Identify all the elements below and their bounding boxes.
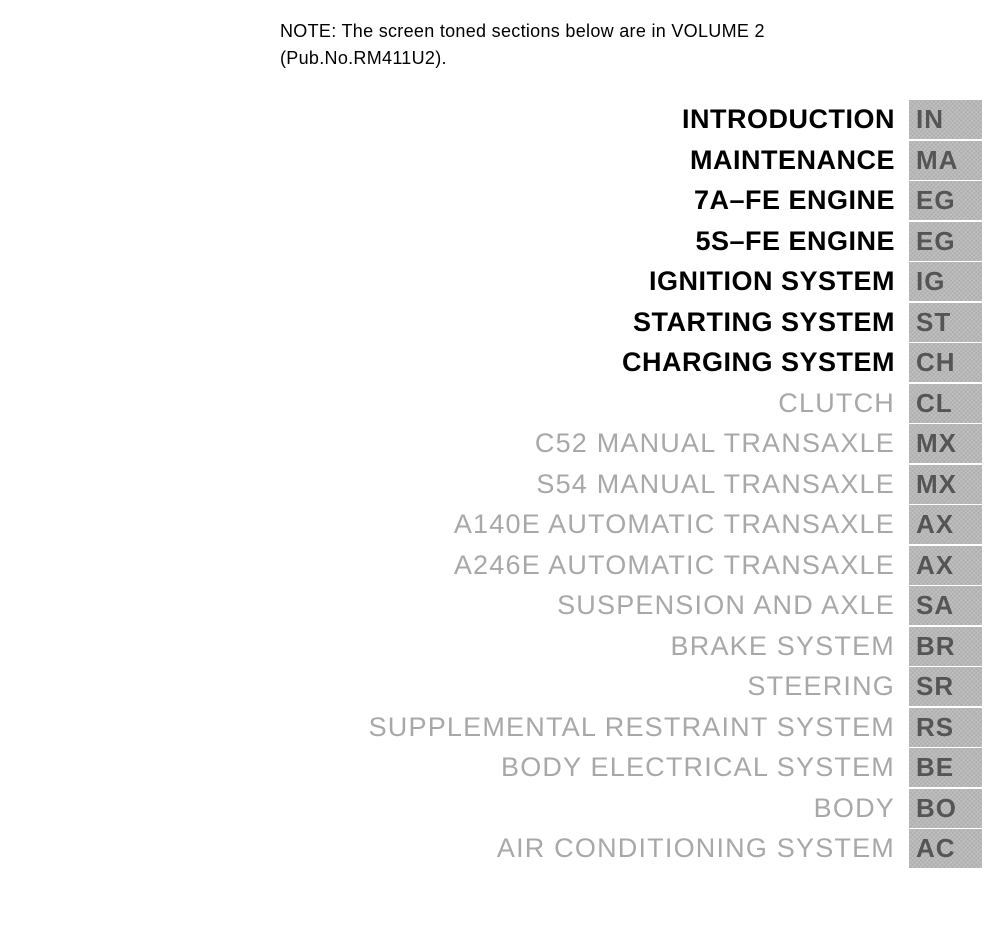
note-line-1: NOTE: The screen toned sections below ar… bbox=[280, 18, 840, 45]
toc-tab-code: IN bbox=[916, 104, 944, 135]
toc-section-tab: ST bbox=[909, 303, 982, 342]
toc-section-title: SUPPLEMENTAL RESTRAINT SYSTEM bbox=[369, 710, 909, 745]
toc-tab-code: RS bbox=[916, 712, 954, 743]
toc-section-tab: IN bbox=[909, 100, 982, 139]
toc-section-tab: AC bbox=[909, 829, 982, 868]
toc-row: BODYBO bbox=[0, 789, 982, 828]
toc-tab-code: CL bbox=[916, 388, 953, 419]
toc-tab-code: IG bbox=[916, 266, 945, 297]
toc-tab-code: AC bbox=[916, 833, 956, 864]
toc-section-title: AIR CONDITIONING SYSTEM bbox=[497, 831, 909, 866]
note-line-2: (Pub.No.RM411U2). bbox=[280, 45, 840, 72]
toc-section-title: A246E AUTOMATIC TRANSAXLE bbox=[454, 548, 909, 583]
toc-tab-code: BE bbox=[916, 752, 954, 783]
toc-section-title: CHARGING SYSTEM bbox=[622, 345, 909, 380]
toc-section-tab: AX bbox=[909, 505, 982, 544]
toc-section-tab: EG bbox=[909, 181, 982, 220]
toc-tab-code: MX bbox=[916, 428, 957, 459]
toc-row: BRAKE SYSTEMBR bbox=[0, 627, 982, 666]
toc-section-title: 5S–FE ENGINE bbox=[695, 224, 909, 259]
toc-section-title: 7A–FE ENGINE bbox=[694, 183, 909, 218]
toc-section-title: S54 MANUAL TRANSAXLE bbox=[536, 467, 909, 502]
toc-tab-code: CH bbox=[916, 347, 956, 378]
toc-section-tab: MA bbox=[909, 141, 982, 180]
toc-section-title: CLUTCH bbox=[778, 386, 909, 421]
note-block: NOTE: The screen toned sections below ar… bbox=[280, 18, 840, 72]
toc-section-title: INTRODUCTION bbox=[682, 102, 909, 137]
toc-section-title: MAINTENANCE bbox=[690, 143, 909, 178]
toc-section-tab: BR bbox=[909, 627, 982, 666]
toc-tab-code: BR bbox=[916, 631, 956, 662]
toc-tab-code: MX bbox=[916, 469, 957, 500]
toc-section-title: BODY ELECTRICAL SYSTEM bbox=[501, 750, 909, 785]
toc-row: A246E AUTOMATIC TRANSAXLEAX bbox=[0, 546, 982, 585]
toc-row: CLUTCHCL bbox=[0, 384, 982, 423]
toc-row: CHARGING SYSTEMCH bbox=[0, 343, 982, 382]
toc-section-tab: CH bbox=[909, 343, 982, 382]
toc-row: 7A–FE ENGINEEG bbox=[0, 181, 982, 220]
toc-tab-code: AX bbox=[916, 550, 954, 581]
toc-row: BODY ELECTRICAL SYSTEMBE bbox=[0, 748, 982, 787]
toc-tab-code: SA bbox=[916, 590, 954, 621]
toc-section-title: STARTING SYSTEM bbox=[633, 305, 909, 340]
toc-row: MAINTENANCEMA bbox=[0, 141, 982, 180]
toc-section-title: C52 MANUAL TRANSAXLE bbox=[535, 426, 909, 461]
toc-row: IGNITION SYSTEMIG bbox=[0, 262, 982, 301]
toc-tab-code: MA bbox=[916, 145, 958, 176]
toc-tab-code: ST bbox=[916, 307, 951, 338]
toc-section-tab: BO bbox=[909, 789, 982, 828]
toc-tab-code: EG bbox=[916, 185, 956, 216]
toc-row: 5S–FE ENGINEEG bbox=[0, 222, 982, 261]
toc-section-tab: AX bbox=[909, 546, 982, 585]
toc-tab-code: EG bbox=[916, 226, 956, 257]
toc-tab-code: AX bbox=[916, 509, 954, 540]
toc-section-title: IGNITION SYSTEM bbox=[649, 264, 909, 299]
toc-row: STEERINGSR bbox=[0, 667, 982, 706]
toc-row: STARTING SYSTEMST bbox=[0, 303, 982, 342]
toc-tab-code: SR bbox=[916, 671, 954, 702]
toc-section-tab: SR bbox=[909, 667, 982, 706]
toc-section-title: A140E AUTOMATIC TRANSAXLE bbox=[454, 507, 909, 542]
toc-section-tab: MX bbox=[909, 424, 982, 463]
toc-section-tab: BE bbox=[909, 748, 982, 787]
toc-section-title: BRAKE SYSTEM bbox=[671, 629, 909, 664]
toc-row: INTRODUCTIONIN bbox=[0, 100, 982, 139]
toc-section-tab: CL bbox=[909, 384, 982, 423]
toc-section-title: STEERING bbox=[747, 669, 909, 704]
toc-row: SUPPLEMENTAL RESTRAINT SYSTEMRS bbox=[0, 708, 982, 747]
toc-section-title: SUSPENSION AND AXLE bbox=[557, 588, 909, 623]
toc-section-tab: MX bbox=[909, 465, 982, 504]
toc-section-tab: IG bbox=[909, 262, 982, 301]
toc-section-title: BODY bbox=[814, 791, 909, 826]
toc-section-tab: RS bbox=[909, 708, 982, 747]
table-of-contents: INTRODUCTIONINMAINTENANCEMA7A–FE ENGINEE… bbox=[0, 100, 1000, 868]
toc-row: AIR CONDITIONING SYSTEMAC bbox=[0, 829, 982, 868]
toc-section-tab: EG bbox=[909, 222, 982, 261]
toc-row: S54 MANUAL TRANSAXLEMX bbox=[0, 465, 982, 504]
toc-row: A140E AUTOMATIC TRANSAXLEAX bbox=[0, 505, 982, 544]
toc-row: C52 MANUAL TRANSAXLEMX bbox=[0, 424, 982, 463]
toc-tab-code: BO bbox=[916, 793, 957, 824]
toc-section-tab: SA bbox=[909, 586, 982, 625]
toc-row: SUSPENSION AND AXLESA bbox=[0, 586, 982, 625]
